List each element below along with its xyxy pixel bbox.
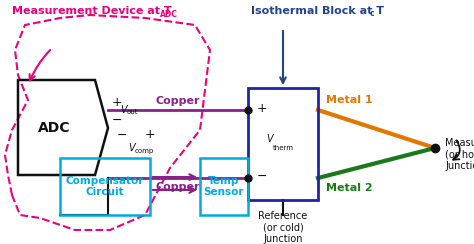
- Text: Copper: Copper: [156, 182, 200, 192]
- Text: ADC: ADC: [160, 10, 178, 19]
- Text: V: V: [128, 143, 135, 153]
- Bar: [60, 158, 150, 215]
- Text: comp: comp: [135, 148, 154, 154]
- Bar: [248, 88, 318, 200]
- Text: therm: therm: [273, 145, 294, 151]
- Text: V: V: [266, 134, 273, 144]
- Text: Metal 1: Metal 1: [326, 95, 373, 105]
- Text: Copper: Copper: [156, 96, 200, 106]
- Text: Compensator
Circuit: Compensator Circuit: [66, 176, 144, 197]
- Text: V: V: [120, 105, 127, 115]
- Text: Isothermal Block at T: Isothermal Block at T: [252, 6, 384, 16]
- Text: ADC: ADC: [38, 121, 71, 135]
- Text: −: −: [257, 170, 267, 183]
- Text: −: −: [112, 113, 122, 126]
- Text: +: +: [112, 96, 123, 110]
- Text: Measurement
(or hot)
Junction at T: Measurement (or hot) Junction at T: [445, 138, 474, 171]
- Text: c: c: [370, 9, 374, 18]
- Text: Reference
(or cold)
Junction: Reference (or cold) Junction: [258, 211, 308, 244]
- Text: out: out: [127, 109, 138, 115]
- Text: +: +: [145, 129, 155, 142]
- Text: Metal 2: Metal 2: [326, 183, 373, 193]
- Text: +: +: [257, 102, 267, 114]
- Text: −: −: [117, 129, 127, 142]
- Text: Temp
Sensor: Temp Sensor: [204, 176, 244, 197]
- Text: Measurement Device at T: Measurement Device at T: [12, 6, 172, 16]
- Bar: [200, 158, 248, 215]
